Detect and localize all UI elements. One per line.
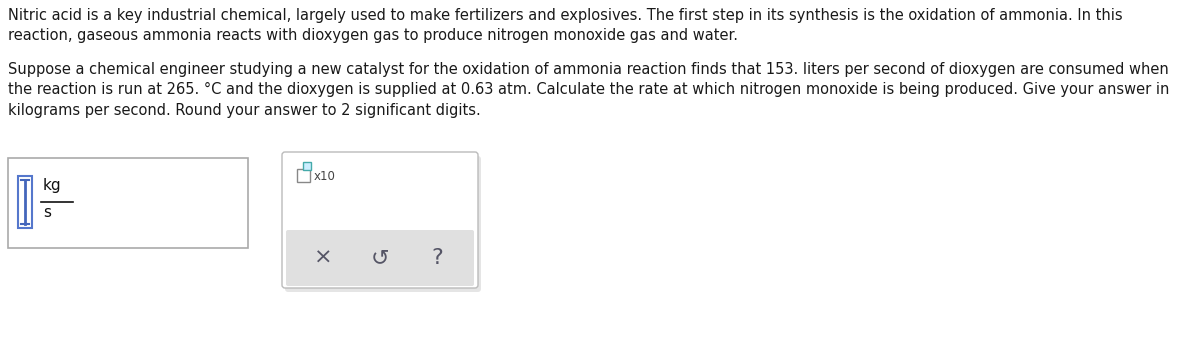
- FancyBboxPatch shape: [282, 152, 478, 288]
- Text: s: s: [43, 205, 50, 220]
- Text: ×: ×: [313, 248, 332, 268]
- Text: Nitric acid is a key industrial chemical, largely used to make fertilizers and e: Nitric acid is a key industrial chemical…: [8, 8, 1123, 43]
- Bar: [8, 158, 248, 248]
- Text: ↺: ↺: [371, 248, 389, 268]
- Bar: [18, 176, 32, 228]
- Text: kg: kg: [43, 178, 61, 193]
- Text: x10: x10: [314, 170, 336, 183]
- Text: Suppose a chemical engineer studying a new catalyst for the oxidation of ammonia: Suppose a chemical engineer studying a n…: [8, 62, 1169, 118]
- Bar: [298, 169, 310, 182]
- Bar: [302, 162, 311, 170]
- Text: ?: ?: [431, 248, 443, 268]
- FancyBboxPatch shape: [286, 230, 474, 286]
- FancyBboxPatch shape: [286, 156, 481, 292]
